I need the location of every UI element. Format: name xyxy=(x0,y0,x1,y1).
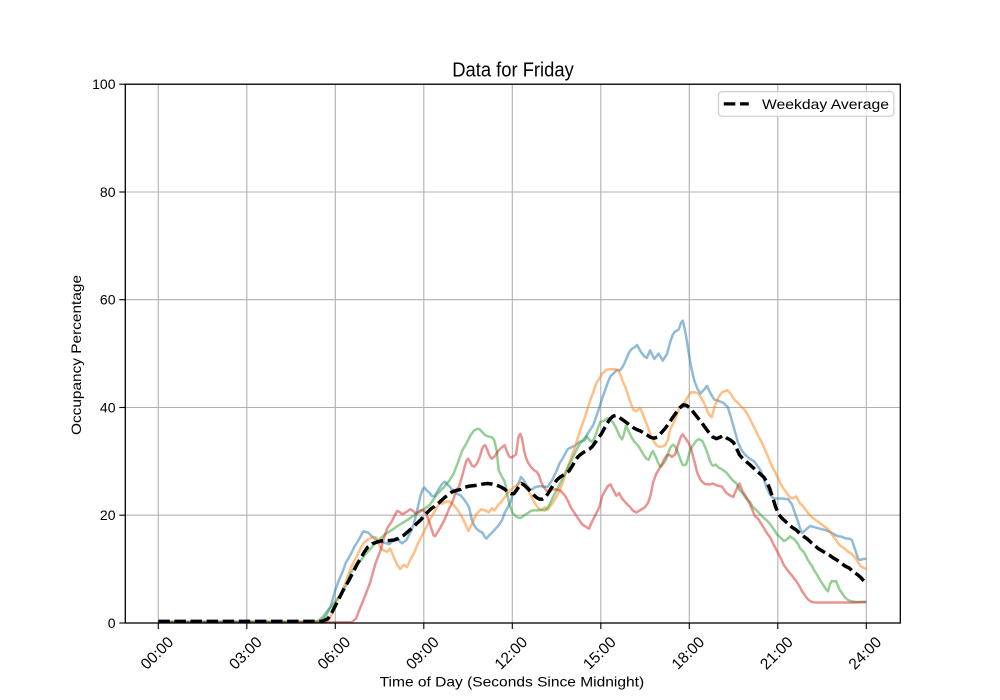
svg-text:100: 100 xyxy=(92,76,116,92)
svg-text:60: 60 xyxy=(100,292,116,308)
svg-text:Occupancy Percentage: Occupancy Percentage xyxy=(68,275,84,435)
svg-text:Time of Day (Seconds Since Mid: Time of Day (Seconds Since Midnight) xyxy=(380,674,645,690)
svg-text:40: 40 xyxy=(100,400,116,416)
svg-text:Weekday Average: Weekday Average xyxy=(762,96,889,112)
svg-text:0: 0 xyxy=(108,615,116,631)
svg-text:80: 80 xyxy=(100,184,116,200)
svg-text:20: 20 xyxy=(100,507,116,523)
svg-text:Data for Friday: Data for Friday xyxy=(452,59,574,81)
